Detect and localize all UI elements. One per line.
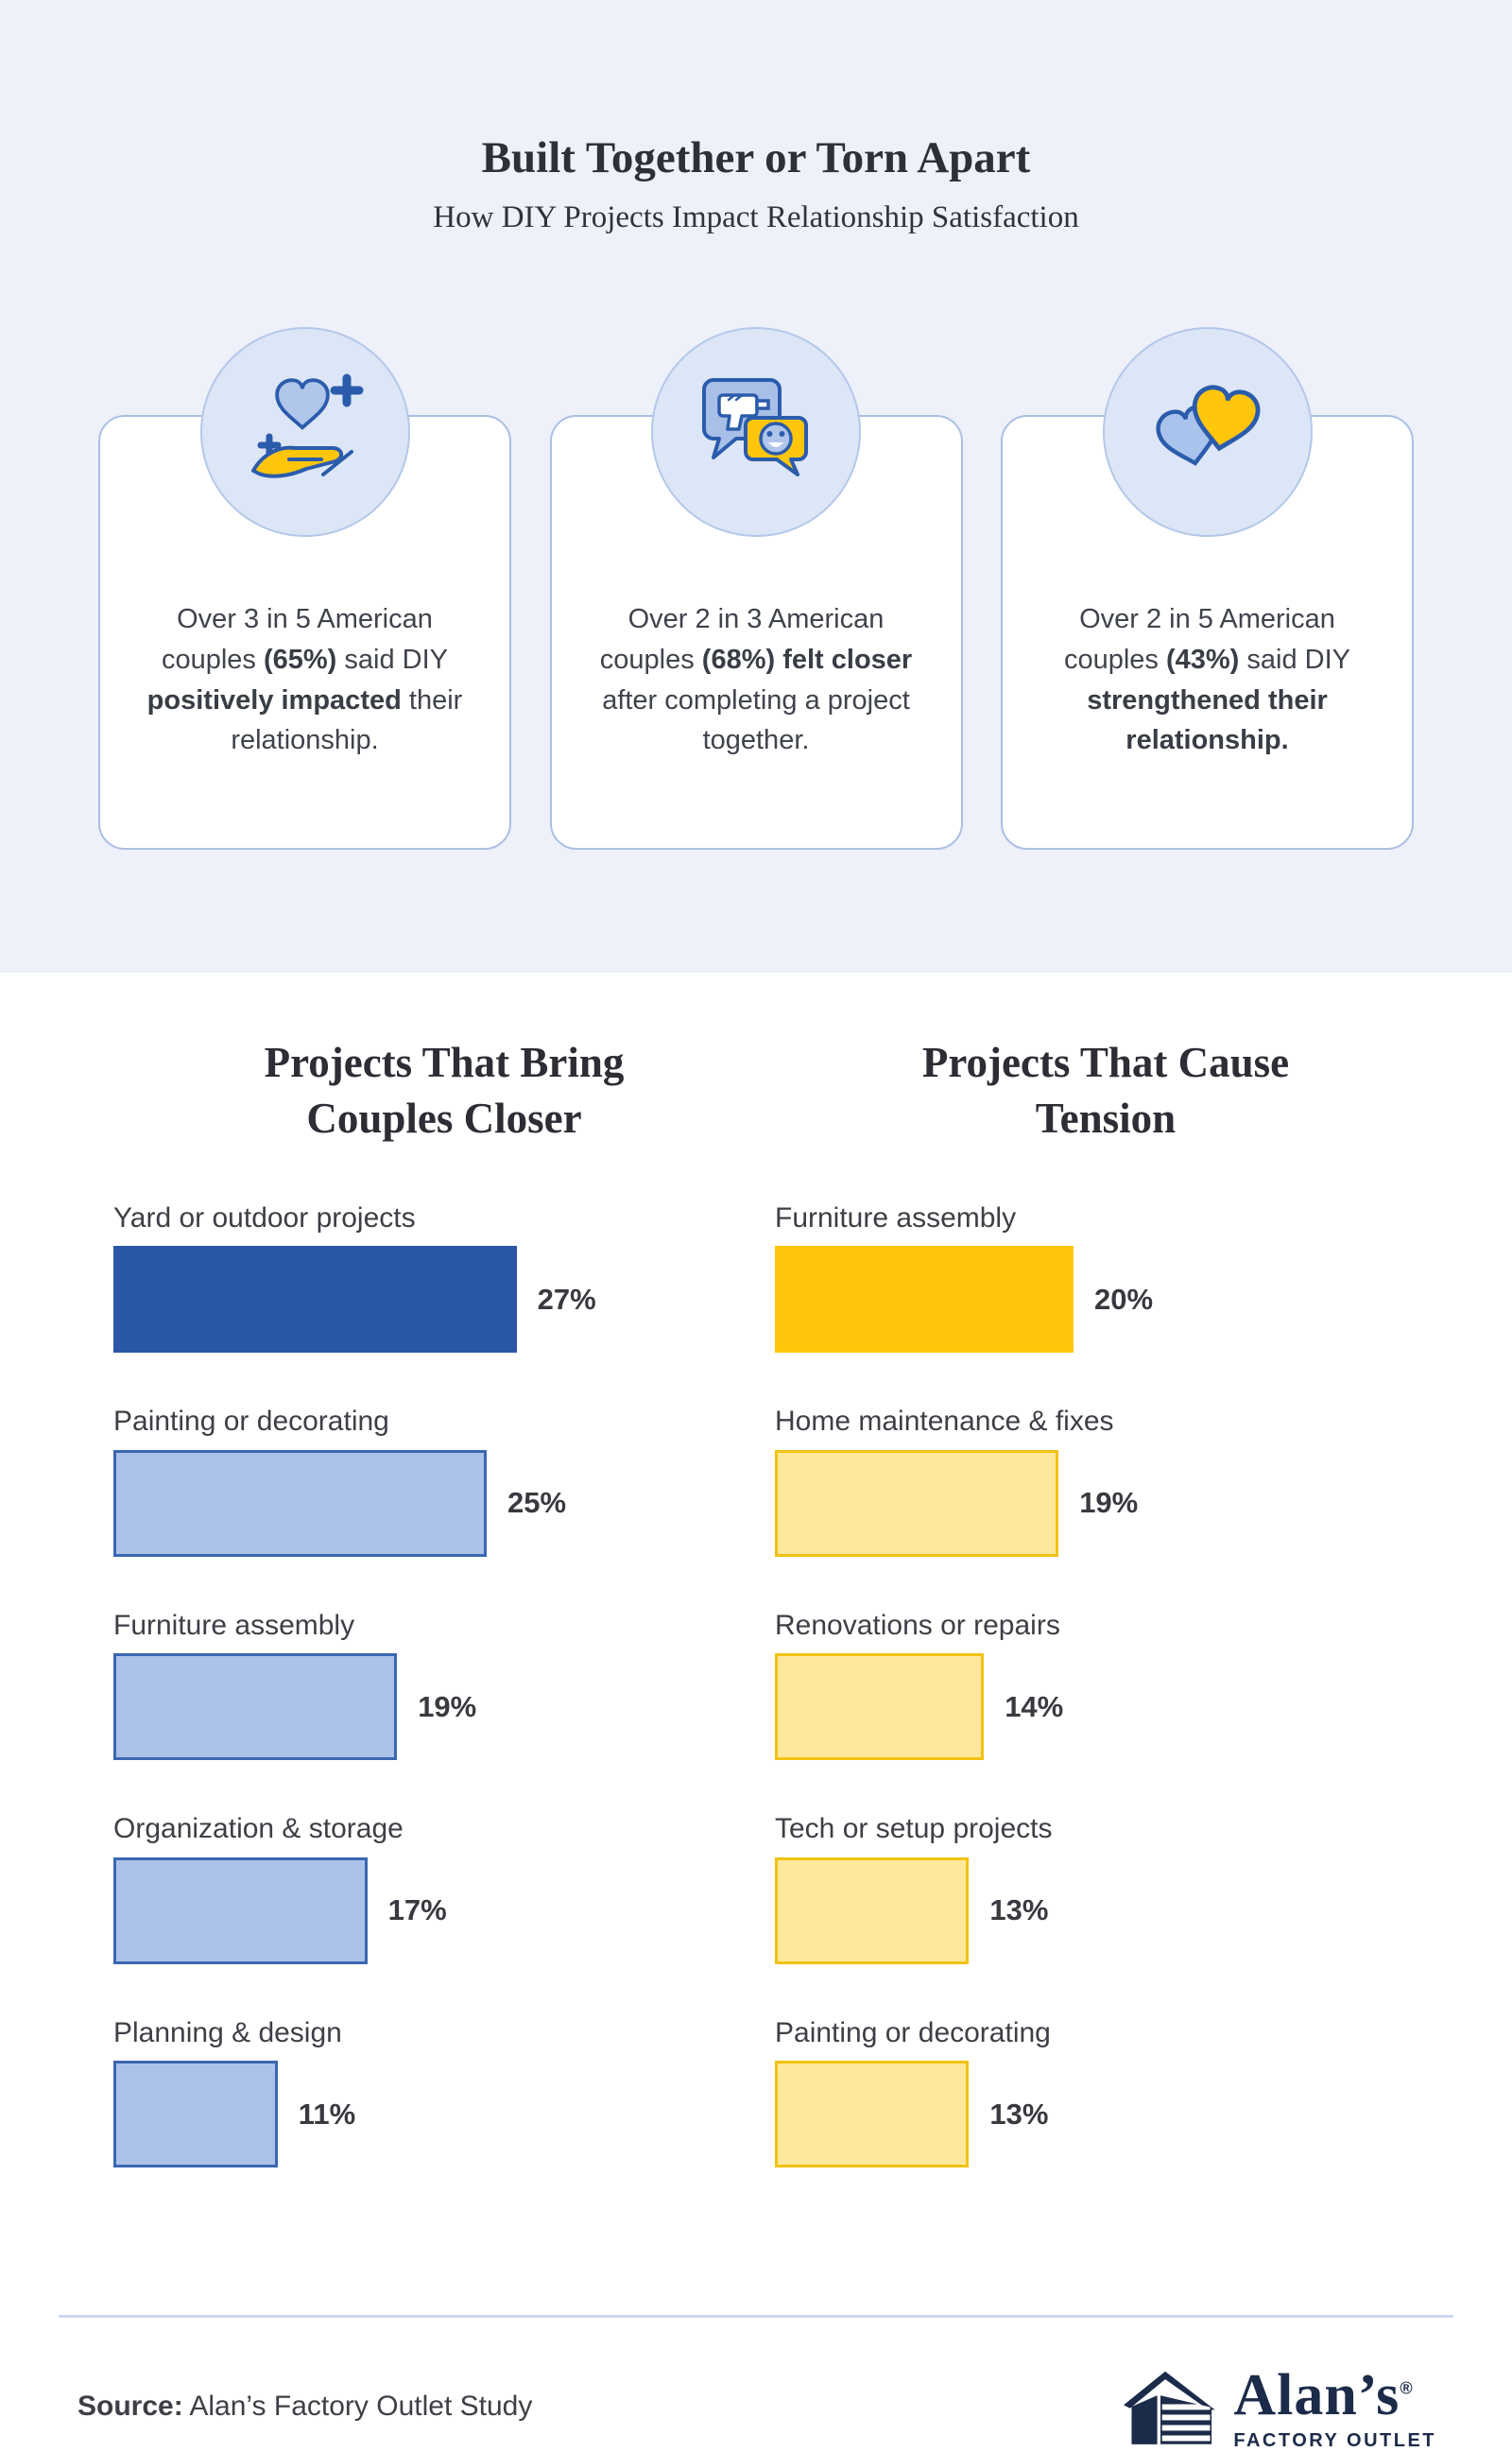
bar-row: Furniture assembly 20% xyxy=(775,1202,1436,1354)
stat-card-felt-closer: Over 2 in 3 American couples (68%) felt … xyxy=(549,326,963,850)
bar-row: Planning & design 11% xyxy=(113,2017,775,2168)
bar-value-label: 27% xyxy=(537,1282,596,1316)
bar-row: Renovations or repairs 14% xyxy=(775,1610,1436,1761)
bar xyxy=(113,1856,368,1964)
footer-divider xyxy=(59,2315,1453,2319)
bar-label: Tech or setup projects xyxy=(775,1813,1053,1845)
bar-value-label: 25% xyxy=(507,1486,567,1520)
footer: Source: Alan’s Factory Outlet Study xyxy=(0,2315,1512,2452)
bar-value-label: 20% xyxy=(1094,1282,1154,1316)
bar xyxy=(113,1246,517,1354)
page-title: Built Together or Torn Apart xyxy=(481,133,1031,182)
stat-card-strengthened: Over 2 in 5 American couples (43%) said … xyxy=(1001,326,1414,850)
bar xyxy=(113,1449,487,1557)
bar xyxy=(775,1653,985,1761)
page-subtitle: How DIY Projects Impact Relationship Sat… xyxy=(433,199,1079,234)
bar-label: Furniture assembly xyxy=(113,1609,355,1641)
bar-row: Organization & storage 17% xyxy=(113,1813,775,1964)
bar-value-label: 19% xyxy=(418,1689,477,1723)
hero-section: Built Together or Torn Apart How DIY Pro… xyxy=(0,0,1512,973)
chart-tension: Projects That Cause Tension Furniture as… xyxy=(775,1035,1436,2220)
stat-card-positive-impact: Over 3 in 5 American couples (65%) said … xyxy=(98,326,511,850)
bar-value-label: 13% xyxy=(989,2097,1049,2131)
brand-logo: Alan’s® FACTORY OUTLET xyxy=(1124,2361,1436,2452)
source-label: Source: xyxy=(77,2391,183,2423)
bar-row: Furniture assembly 19% xyxy=(113,1610,775,1761)
bar-row: Home maintenance & fixes 19% xyxy=(775,1406,1436,1557)
bar-rows: Yard or outdoor projects 27% Painting or… xyxy=(113,1202,775,2168)
stat-text: Over 3 in 5 American couples (65%) said … xyxy=(146,604,463,756)
bar-label: Painting or decorating xyxy=(775,2016,1051,2048)
bar-label: Renovations or repairs xyxy=(775,1609,1060,1641)
stat-text: Over 2 in 3 American couples (68%) felt … xyxy=(599,604,913,756)
chart-title: Projects That Cause Tension xyxy=(921,1039,1290,1143)
bar xyxy=(113,1653,398,1761)
bar-value-label: 11% xyxy=(298,2097,356,2131)
bar-label: Furniture assembly xyxy=(775,1201,1017,1234)
stat-text: Over 2 in 5 American couples (43%) said … xyxy=(1063,604,1351,756)
bar-value-label: 17% xyxy=(387,1893,447,1927)
bar-rows: Furniture assembly 20% Home maintenance … xyxy=(775,1202,1436,2168)
bar-row: Painting or decorating 13% xyxy=(775,2017,1436,2168)
bar-label: Planning & design xyxy=(113,2016,342,2048)
shed-icon xyxy=(1124,2371,1215,2445)
bar-row: Tech or setup projects 13% xyxy=(775,1813,1436,1964)
source-text: Alan’s Factory Outlet Study xyxy=(182,2391,533,2423)
logo-brand: Alan’s® xyxy=(1233,2363,1414,2428)
registered-mark: ® xyxy=(1400,2378,1414,2398)
source-line: Source: Alan’s Factory Outlet Study xyxy=(77,2391,532,2423)
stat-cards: Over 3 in 5 American couples (65%) said … xyxy=(98,326,1414,850)
logo-tagline: FACTORY OUTLET xyxy=(1233,2430,1436,2452)
interlocked-hearts-icon xyxy=(1102,326,1313,537)
bar-value-label: 13% xyxy=(989,1893,1049,1927)
bar xyxy=(775,1856,970,1964)
bar xyxy=(775,1449,1059,1557)
bar-label: Painting or decorating xyxy=(113,1406,389,1438)
bar-value-label: 14% xyxy=(1005,1689,1064,1723)
charts-section: Projects That Bring Couples Closer Yard … xyxy=(0,973,1512,2221)
drill-chat-icon xyxy=(651,326,861,537)
bar-label: Yard or outdoor projects xyxy=(113,1201,416,1234)
hand-heart-icon xyxy=(199,326,410,537)
chart-title: Projects That Bring Couples Closer xyxy=(264,1039,625,1143)
bar xyxy=(775,1246,1074,1354)
bar-value-label: 19% xyxy=(1079,1486,1139,1520)
bar-row: Painting or decorating 25% xyxy=(113,1406,775,1557)
bar xyxy=(775,2061,970,2168)
bar-row: Yard or outdoor projects 27% xyxy=(113,1202,775,1354)
bar-label: Organization & storage xyxy=(113,1813,404,1845)
bar-label: Home maintenance & fixes xyxy=(775,1406,1114,1438)
bar xyxy=(113,2061,278,2168)
chart-closer: Projects That Bring Couples Closer Yard … xyxy=(113,1035,775,2220)
